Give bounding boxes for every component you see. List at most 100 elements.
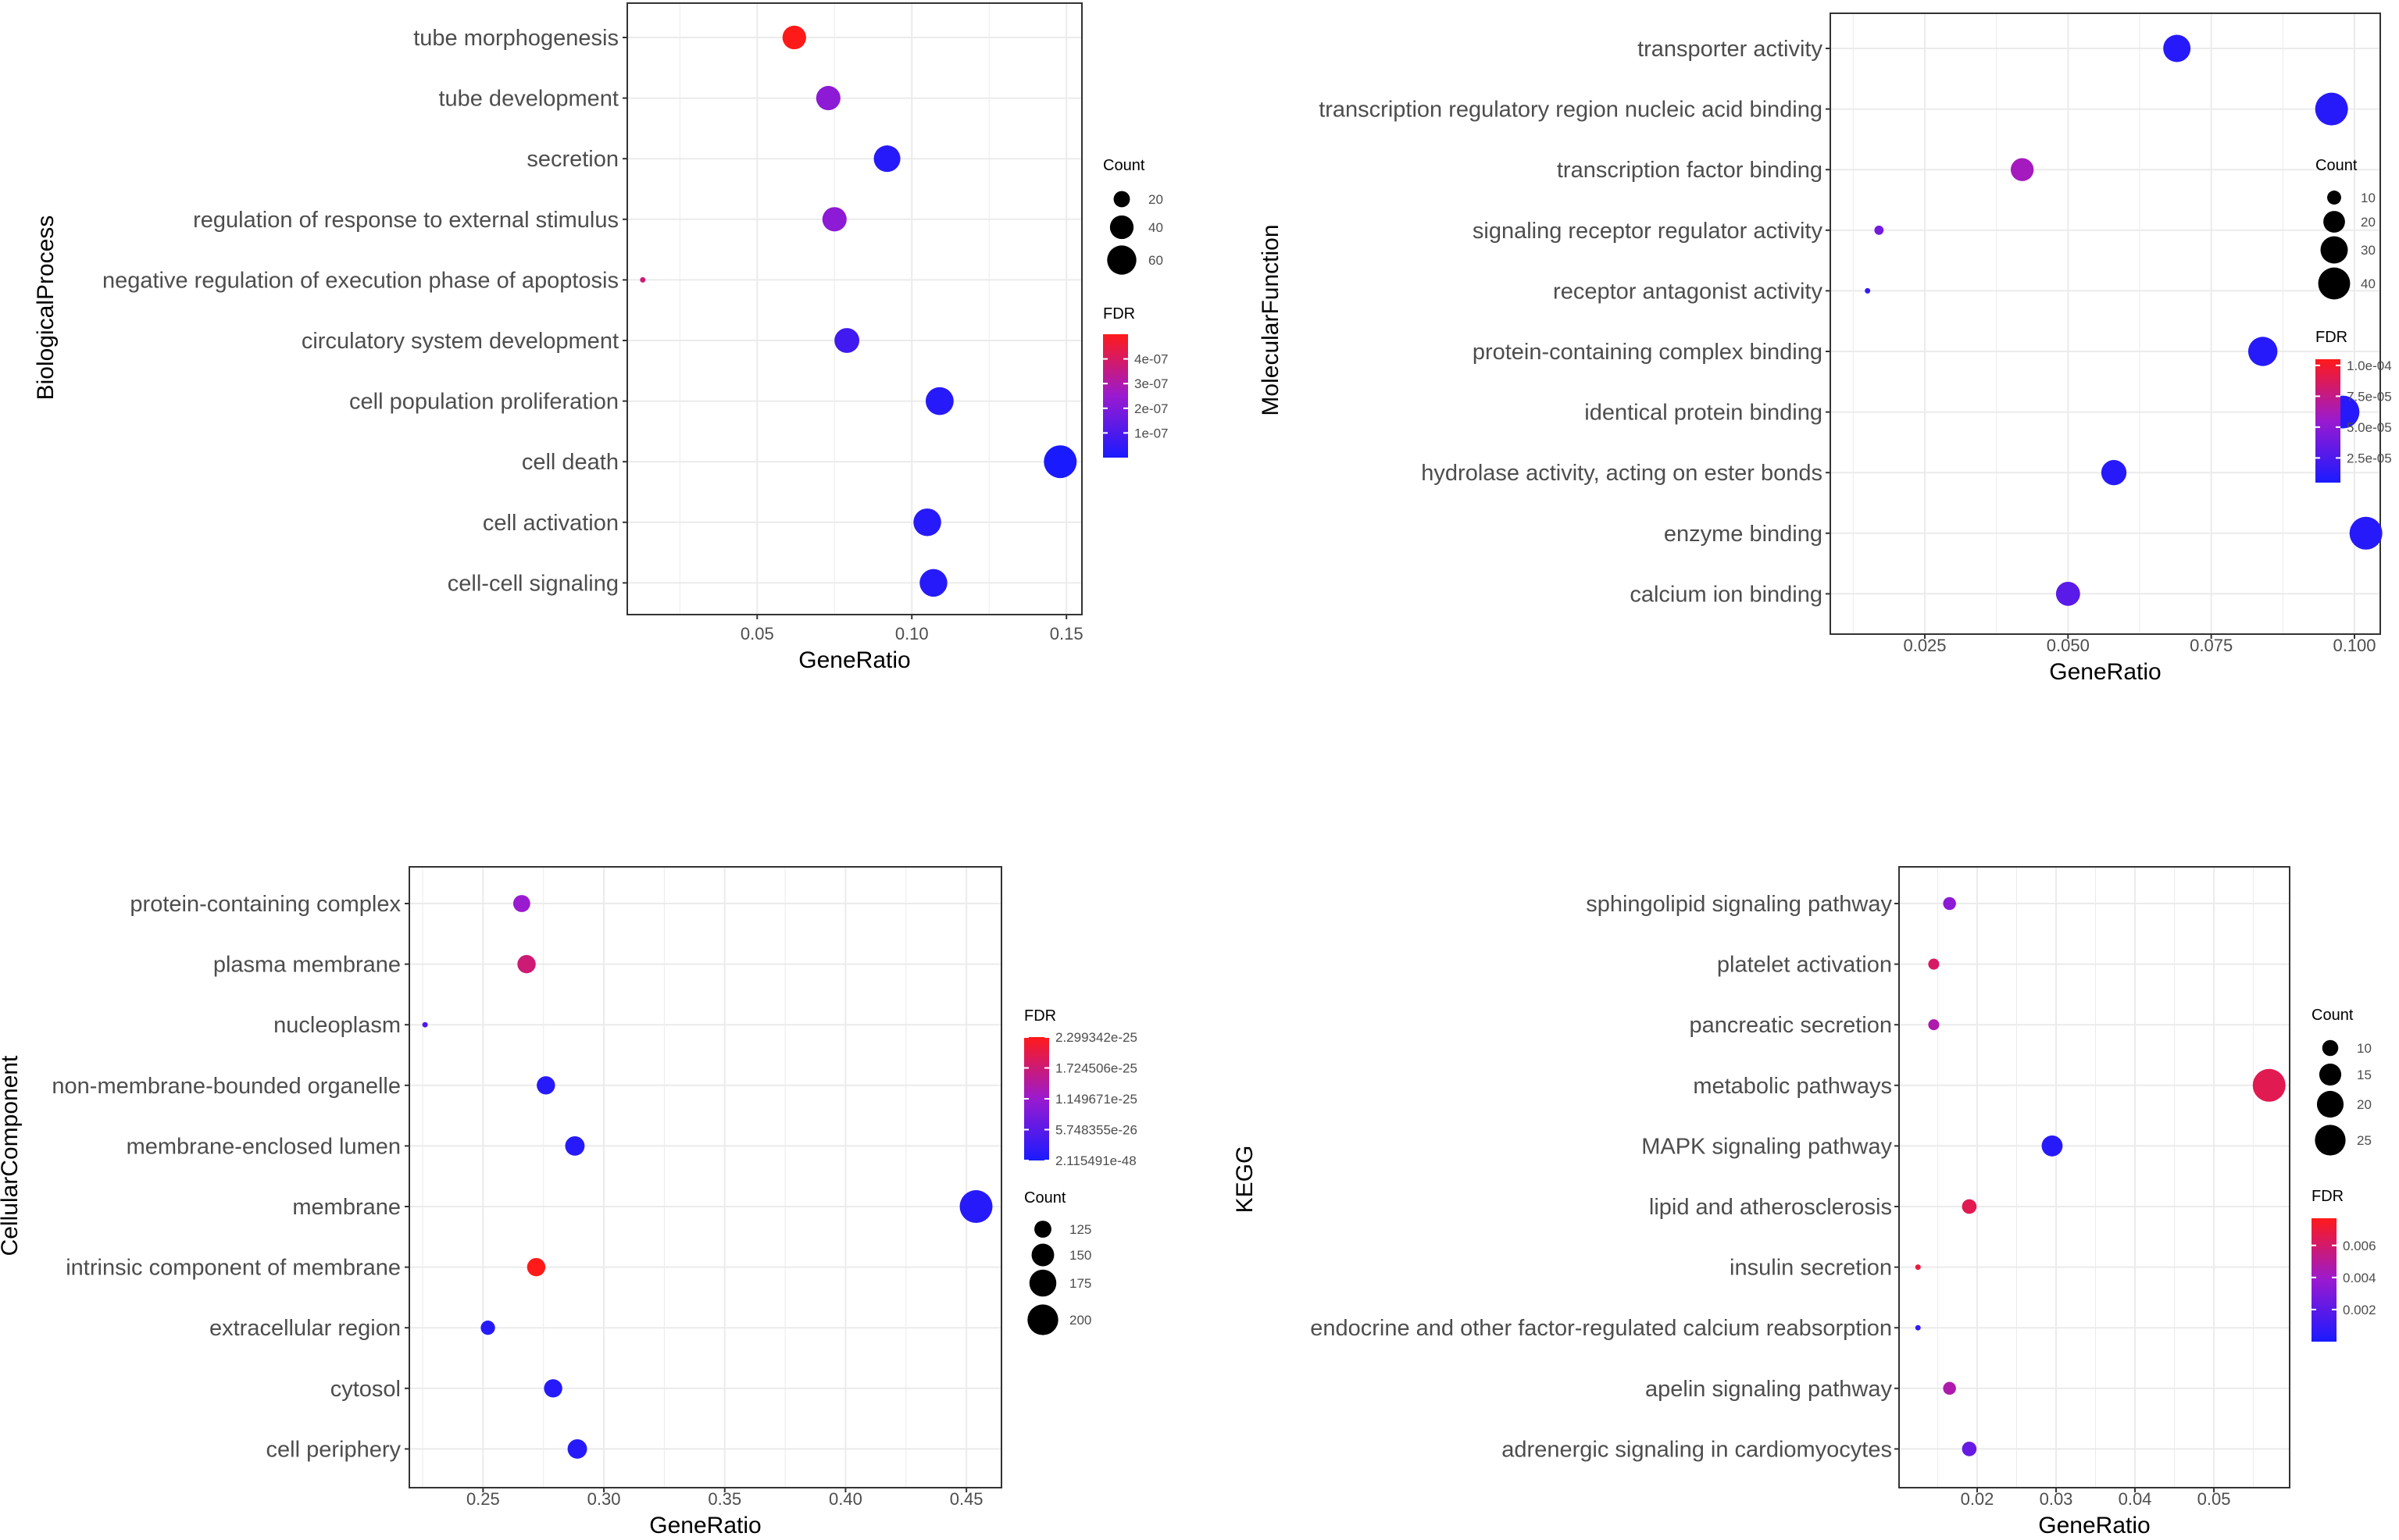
bp-count-legend-key	[1113, 191, 1130, 208]
bp-count-legend-key	[1109, 215, 1134, 240]
cc-dotplot: protein-containing complex plasma membran…	[0, 866, 1137, 1538]
kegg-panel	[1899, 867, 2290, 1488]
bp-category-label: negative regulation of execution phase o…	[102, 268, 619, 293]
mf-fdr-legend-label: 5.0e-05	[2347, 420, 2392, 435]
kegg-point	[1943, 1381, 1956, 1396]
kegg-x-tick-label: 0.03	[2040, 1489, 2073, 1509]
mf-panel-border	[1830, 12, 2381, 635]
cc-point	[544, 1379, 562, 1398]
mf-category-label: transporter activity	[1637, 37, 1822, 62]
mf-fdr-legend-label: 2.5e-05	[2347, 451, 2392, 465]
kegg-count-legend-title: Count	[2312, 1007, 2354, 1024]
mf-category-label: signaling receptor regulator activity	[1473, 219, 1823, 244]
kegg-count-legend-label: 25	[2357, 1133, 2372, 1148]
mf-category-label: enzyme binding	[1664, 522, 1822, 547]
mf-dotplot: transporter activity transcription regula…	[1258, 12, 2392, 685]
kegg-dotplot: sphingolipid signaling pathway platelet a…	[1232, 866, 2376, 1538]
mf-category-label: identical protein binding	[1584, 401, 1822, 426]
kegg-point	[1915, 1324, 1921, 1331]
mf-count-legend-label: 30	[2361, 243, 2376, 258]
bp-point	[919, 569, 948, 597]
mf-count-legend-title: Count	[2315, 157, 2358, 174]
mf-count-legend-key	[2318, 267, 2351, 300]
cc-point	[567, 1438, 587, 1459]
cc-point	[517, 954, 536, 974]
kegg-category-label: insulin secretion	[1730, 1256, 1892, 1281]
cc-count-legend-key	[1034, 1221, 1051, 1238]
mf-category-label: hydrolase activity, acting on ester bond…	[1421, 461, 1822, 486]
mf-category-label: receptor antagonist activity	[1553, 279, 1822, 304]
kegg-point	[1962, 1442, 1977, 1456]
bp-x-tick-label: 0.10	[895, 624, 929, 643]
kegg-x-tick-label: 0.05	[2197, 1489, 2231, 1509]
mf-point	[1874, 225, 1884, 235]
kegg-count-legend-key	[2316, 1090, 2344, 1118]
bp-point	[873, 145, 901, 173]
bp-fdr-legend-title: FDR	[1103, 305, 1135, 323]
kegg-point	[1928, 958, 1940, 970]
bp-point	[640, 276, 646, 283]
cc-panel-border	[409, 866, 1002, 1488]
bp-fdr-legend-label: 2e-07	[1134, 401, 1168, 416]
mf-point	[2101, 460, 2127, 486]
kegg-category-label: lipid and atherosclerosis	[1649, 1195, 1892, 1220]
cc-count-legend-title: Count	[1024, 1189, 1066, 1207]
cc-fdr-legend-title: FDR	[1024, 1007, 1056, 1025]
kegg-fdr-legend-title: FDR	[2312, 1188, 2344, 1205]
kegg-count-legend-label: 15	[2357, 1068, 2372, 1082]
bp-fdr-colorbar	[1103, 334, 1128, 458]
mf-category-label: transcription factor binding	[1557, 158, 1822, 183]
mf-point	[2055, 581, 2080, 606]
kegg-point	[2041, 1135, 2063, 1157]
mf-count-legend-key	[2320, 236, 2348, 264]
cc-category-label: nucleoplasm	[273, 1013, 401, 1038]
bp-fdr-legend-label: 4e-07	[1134, 352, 1168, 367]
mf-category-label: protein-containing complex binding	[1473, 340, 1822, 365]
kegg-point	[1943, 897, 1956, 911]
cc-x-tick-label: 0.30	[587, 1489, 621, 1509]
mf-x-tick-label: 0.025	[1903, 636, 1946, 655]
mf-y-axis-title: MolecularFunction	[1258, 224, 1283, 415]
kegg-count-legend-key	[2315, 1125, 2346, 1156]
bp-category-label: cell population proliferation	[349, 390, 619, 415]
cc-y-axis-title: CellularComponent	[0, 1055, 23, 1256]
cc-panel	[409, 867, 1001, 1488]
mf-count-legend-label: 40	[2361, 276, 2376, 291]
bp-count-legend-title: Count	[1103, 157, 1145, 174]
kegg-point	[2252, 1068, 2286, 1102]
mf-x-tick-label: 0.100	[2333, 636, 2376, 655]
kegg-point	[1915, 1264, 1921, 1271]
mf-point	[2010, 158, 2034, 181]
mf-count-legend-key	[2327, 191, 2341, 205]
cc-point	[527, 1257, 546, 1277]
mf-count-legend-label: 10	[2361, 191, 2376, 205]
bp-x-axis-title: GeneRatio	[798, 647, 910, 673]
cc-category-label: non-membrane-bounded organelle	[52, 1074, 401, 1099]
kegg-category-label: pancreatic secretion	[1689, 1013, 1892, 1038]
bp-count-legend-key	[1107, 245, 1137, 275]
bp-category-label: cell death	[522, 450, 619, 475]
bp-point	[816, 86, 841, 111]
cc-x-tick-label: 0.45	[950, 1489, 984, 1509]
mf-x-tick-label: 0.050	[2047, 636, 2090, 655]
cc-category-label: membrane-enclosed lumen	[127, 1134, 401, 1159]
cc-category-label: membrane	[292, 1195, 401, 1220]
kegg-fdr-legend-label: 0.004	[2343, 1271, 2376, 1285]
kegg-category-label: MAPK signaling pathway	[1641, 1134, 1892, 1159]
kegg-point	[1928, 1019, 1940, 1031]
cc-point	[480, 1321, 495, 1335]
cc-count-legend-label: 175	[1069, 1276, 1091, 1291]
cc-x-axis-title: GeneRatio	[649, 1513, 761, 1538]
cc-x-tick-label: 0.40	[829, 1489, 862, 1509]
bp-panel	[627, 3, 1082, 615]
kegg-fdr-legend-label: 0.002	[2343, 1303, 2376, 1317]
kegg-category-label: sphingolipid signaling pathway	[1586, 892, 1892, 917]
cc-fdr-legend-label: 5.748355e-26	[1055, 1123, 1137, 1138]
cc-category-label: cell periphery	[266, 1437, 402, 1462]
cc-category-label: cytosol	[330, 1377, 401, 1402]
kegg-category-label: endocrine and other factor-regulated cal…	[1310, 1316, 1892, 1341]
cc-count-legend-label: 125	[1069, 1222, 1091, 1237]
bp-category-label: circulatory system development	[302, 329, 619, 354]
bp-category-label: regulation of response to external stimu…	[193, 208, 619, 233]
